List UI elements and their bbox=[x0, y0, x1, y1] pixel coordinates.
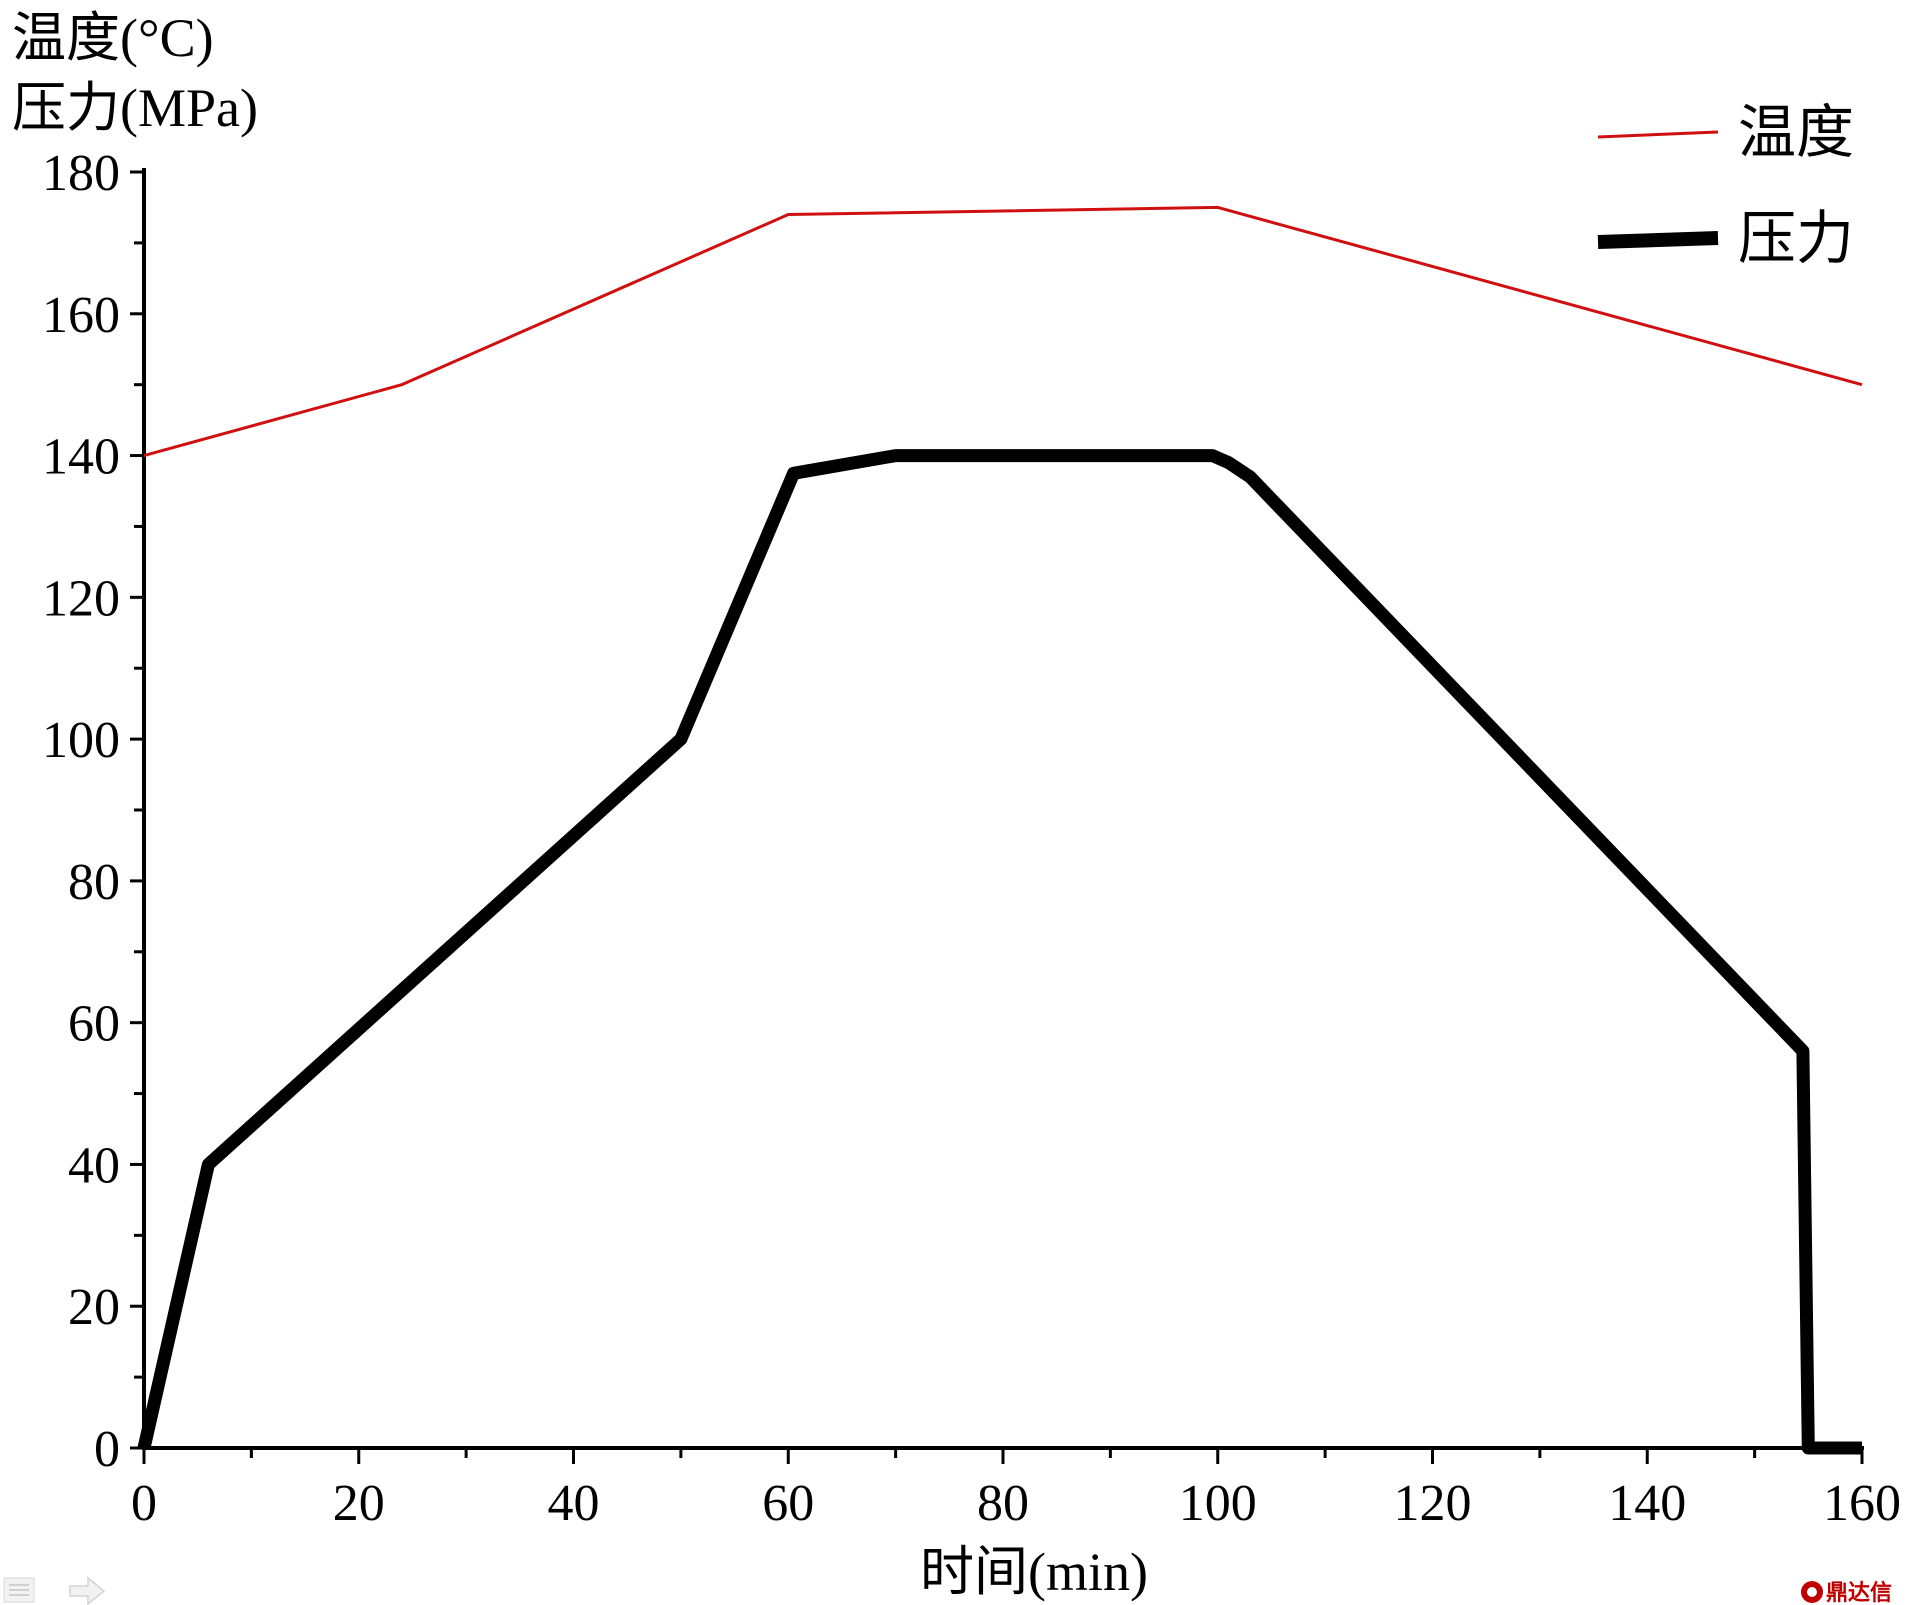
arrow-right-icon[interactable] bbox=[69, 1576, 106, 1605]
y-tick-label: 160 bbox=[42, 287, 120, 344]
watermark-logo: 鼎达信 bbox=[1801, 1580, 1892, 1605]
x-tick-label: 160 bbox=[1823, 1475, 1901, 1532]
y-tick-label: 0 bbox=[94, 1421, 120, 1478]
legend: 温度 压力 bbox=[1597, 100, 1854, 271]
x-tick-label: 60 bbox=[762, 1475, 814, 1532]
y-axis-title-line-1: 温度(°C) bbox=[12, 8, 214, 68]
x-axis-title: 时间(min) bbox=[920, 1542, 1148, 1602]
y-tick-label: 80 bbox=[68, 854, 120, 911]
x-tick-label: 80 bbox=[977, 1475, 1029, 1532]
x-tick-label: 140 bbox=[1608, 1475, 1686, 1532]
y-tick-label: 40 bbox=[68, 1137, 120, 1194]
y-tick-label: 100 bbox=[42, 712, 120, 769]
x-tick-label: 20 bbox=[333, 1475, 385, 1532]
x-tick-label: 0 bbox=[131, 1475, 157, 1532]
series-temperature-line bbox=[143, 205, 1863, 458]
x-tick-label: 120 bbox=[1394, 1475, 1472, 1532]
series-group bbox=[137, 205, 1863, 1455]
x-tick-label: 40 bbox=[548, 1475, 600, 1532]
y-tick-label: 120 bbox=[42, 570, 120, 627]
x-tick-label: 100 bbox=[1179, 1475, 1257, 1532]
watermark-text: 鼎达信 bbox=[1826, 1580, 1892, 1605]
legend-label-temperature: 温度 bbox=[1738, 100, 1854, 165]
y-axis-title-line-2: 压力(MPa) bbox=[12, 78, 258, 138]
y-tick-label: 180 bbox=[42, 145, 120, 202]
legend-swatch-pressure bbox=[1597, 231, 1719, 249]
list-icon[interactable] bbox=[3, 1577, 35, 1603]
legend-label-pressure: 压力 bbox=[1738, 206, 1854, 271]
axes: 0 20 40 60 80 100 120 140 160 180 0 20 40 60 80 100 120 1… bbox=[42, 145, 1901, 1532]
series-pressure-line bbox=[137, 449, 1862, 1455]
legend-swatch-temperature bbox=[1597, 130, 1719, 139]
y-tick-label: 140 bbox=[42, 429, 120, 486]
y-tick-label: 20 bbox=[68, 1279, 120, 1336]
y-tick-label: 60 bbox=[68, 996, 120, 1053]
